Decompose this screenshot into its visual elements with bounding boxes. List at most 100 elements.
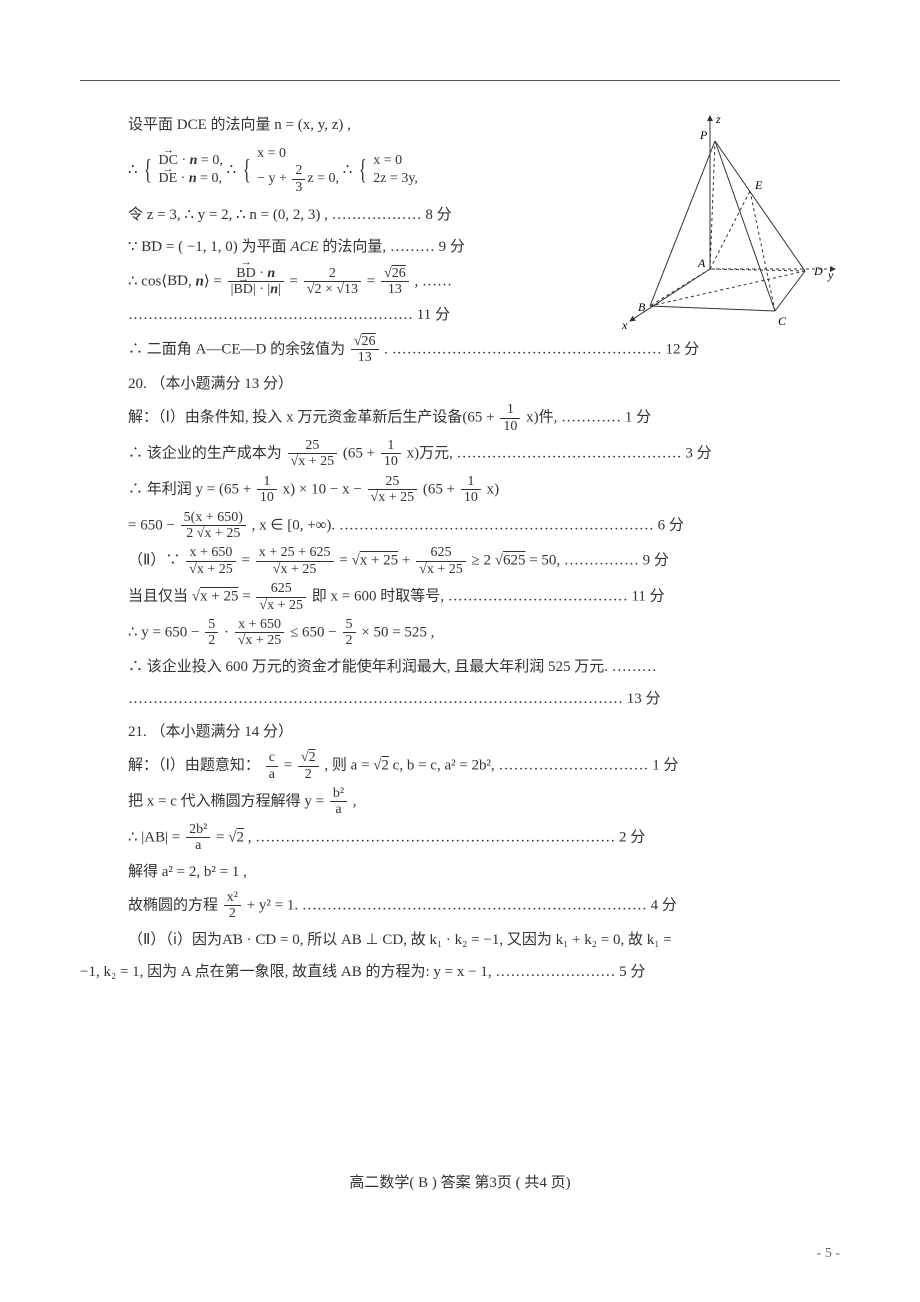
text-line: （Ⅱ）∵ x + 650√x + 25 = x + 25 + 625√x + 2… xyxy=(80,545,840,577)
t: = 650 − xyxy=(128,517,179,533)
fraction: BD · n|BD| · |n| xyxy=(228,266,284,298)
fraction: ca xyxy=(266,750,278,782)
fraction: 2√2 × √13 xyxy=(304,266,361,298)
t: = xyxy=(284,758,296,774)
t: = xyxy=(367,273,379,289)
text-line: ∴ 该企业投入 600 万元的资金才能使年利润最大, 且最大年利润 525 万元… xyxy=(80,653,840,682)
fraction: 110 xyxy=(381,438,401,470)
fraction: √22 xyxy=(298,750,319,782)
system: DC · n = 0, DE · n = 0, xyxy=(159,152,223,188)
text-line: = 650 − 5(x + 650)2 √x + 25 , x ∈ [0, +∞… xyxy=(80,510,840,542)
t: , xyxy=(353,793,357,809)
t: ∴ y = 650 − xyxy=(128,624,203,640)
fraction: x²2 xyxy=(224,890,241,922)
fraction: 110 xyxy=(257,474,277,506)
brace-icon: { xyxy=(144,144,152,197)
svg-text:x: x xyxy=(621,318,628,331)
fraction: 5(x + 650)2 √x + 25 xyxy=(181,510,246,542)
t: = xyxy=(290,273,302,289)
brace-icon: { xyxy=(359,144,367,197)
content-body: z P E A D y C B x 设平面 DCE 的法向量 n = (x, y… xyxy=(80,111,840,987)
t: = √2 , ……………………………………………………………… 2 分 xyxy=(216,829,645,845)
text-line: ∴ 二面角 A—CE—D 的余弦值为 √2613 . …………………………………… xyxy=(80,334,840,366)
svg-text:A: A xyxy=(697,256,706,270)
fraction: 52 xyxy=(205,617,218,649)
t: , 则 a = √2 c, b = c, a² = 2b², ………………………… xyxy=(324,758,678,774)
t: 解：（Ⅰ）由条件知, 投入 x 万元资金革新后生产设备(65 + xyxy=(128,410,498,426)
svg-text:E: E xyxy=(754,178,763,192)
page-footer: 高二数学( B ) 答案 第3页 ( 共4 页) xyxy=(0,1171,920,1192)
text-line: 解得 a² = 2, b² = 1 , xyxy=(80,858,840,887)
fraction: 625√x + 25 xyxy=(416,545,466,577)
t: (65 + xyxy=(343,445,379,461)
t: 解：（Ⅰ）由题意知： xyxy=(128,758,260,774)
svg-text:y: y xyxy=(827,268,834,282)
t: ∴ 二面角 A—CE—D 的余弦值为 xyxy=(128,341,345,357)
t: , x ∈ [0, +∞). ……………………………………………………… 6 分 xyxy=(252,517,684,533)
fraction: √2613 xyxy=(381,266,409,298)
t: ≥ 2 √625 = 50, …………… 9 分 xyxy=(471,553,668,569)
t: x)件, ………… 1 分 xyxy=(526,410,651,426)
t: . ……………………………………………… 12 分 xyxy=(384,341,699,357)
pyramid-figure: z P E A D y C B x xyxy=(600,111,840,331)
t: x) × 10 − x − xyxy=(283,481,366,497)
fraction: x + 650√x + 25 xyxy=(235,617,285,649)
system: x = 0 2z = 3y, xyxy=(373,152,418,188)
text-line: 解：（Ⅰ）由题意知： ca = √22 , 则 a = √2 c, b = c,… xyxy=(80,750,840,782)
text-line: ∴ 年利润 y = (65 + 110 x) × 10 − x − 25√x +… xyxy=(80,474,840,506)
fraction: √2613 xyxy=(351,334,379,366)
text-line: 故椭圆的方程 x²2 + y² = 1. …………………………………………………… xyxy=(80,890,840,922)
brace-icon: { xyxy=(243,144,251,197)
t: x)万元, ……………………………………… 3 分 xyxy=(407,445,712,461)
fraction: 52 xyxy=(343,617,356,649)
t: ≤ 650 − xyxy=(290,624,340,640)
t: = xyxy=(241,553,253,569)
fraction: 25√x + 25 xyxy=(368,474,418,506)
text-line: ∴ |AB| = 2b²a = √2 , …………………………………………………… xyxy=(80,822,840,854)
t: + y² = 1. …………………………………………………………… 4 分 xyxy=(247,897,677,913)
svg-text:C: C xyxy=(778,314,787,328)
t: ∴ xyxy=(343,162,356,178)
t: 把 x = c 代入椭圆方程解得 y = xyxy=(128,793,328,809)
t: , …… xyxy=(414,273,452,289)
page: z P E A D y C B x 设平面 DCE 的法向量 n = (x, y… xyxy=(0,0,920,1302)
fraction: 110 xyxy=(500,402,520,434)
fraction: 25√x + 25 xyxy=(288,438,338,470)
t: × 50 = 525 , xyxy=(361,624,434,640)
t: (65 + xyxy=(423,481,459,497)
fraction: x + 650√x + 25 xyxy=(186,545,236,577)
t: 即 x = 600 时取等号, ……………………………… 11 分 xyxy=(312,588,665,604)
t: = √x + 25 + xyxy=(339,553,414,569)
text-line: 21. （本小题满分 14 分） xyxy=(80,718,840,747)
text-line: 解：（Ⅰ）由条件知, 投入 x 万元资金革新后生产设备(65 + 110 x)件… xyxy=(80,402,840,434)
svg-text:B: B xyxy=(638,300,646,314)
t: 当且仅当 √x + 25 = xyxy=(128,588,254,604)
t: ∴ 年利润 y = (65 + xyxy=(128,481,255,497)
text-line: 当且仅当 √x + 25 = 625√x + 25 即 x = 600 时取等号… xyxy=(80,581,840,613)
text-line: 20. （本小题满分 13 分） xyxy=(80,370,840,399)
page-number: - 5 - xyxy=(817,1246,840,1262)
text-line: （Ⅱ）（ⅰ）因为AB · CD = 0, 所以 AB ⊥ CD, 故 k₁ · … xyxy=(80,926,840,955)
text-line: ∴ y = 650 − 52 · x + 650√x + 25 ≤ 650 − … xyxy=(80,617,840,649)
t: ∴ cos⟨BD, n⟩ = xyxy=(128,273,226,289)
fraction: 2b²a xyxy=(186,822,210,854)
text-line: 把 x = c 代入椭圆方程解得 y = b²a , xyxy=(80,786,840,818)
t: · xyxy=(224,624,233,640)
text-line: −1, k₂ = 1, 因为 A 点在第一象限, 故直线 AB 的方程为: y … xyxy=(80,958,840,987)
t: x) xyxy=(487,481,500,497)
t: ∴ |AB| = xyxy=(128,829,184,845)
svg-text:D: D xyxy=(813,264,823,278)
text-line: ∴ 该企业的生产成本为 25√x + 25 (65 + 110 x)万元, ……… xyxy=(80,438,840,470)
fraction: x + 25 + 625√x + 25 xyxy=(256,545,334,577)
top-rule xyxy=(80,80,840,81)
svg-text:z: z xyxy=(715,112,721,126)
t: ∴ xyxy=(128,162,141,178)
fraction: b²a xyxy=(330,786,347,818)
t: ∴ xyxy=(227,162,240,178)
fraction: 625√x + 25 xyxy=(256,581,306,613)
system: x = 0 − y + 23z = 0, xyxy=(257,145,339,195)
fraction: 110 xyxy=(461,474,481,506)
text-line: ……………………………………………………………………………………… 13 分 xyxy=(80,685,840,714)
svg-text:P: P xyxy=(699,128,708,142)
t: （Ⅱ）∵ xyxy=(128,553,184,569)
